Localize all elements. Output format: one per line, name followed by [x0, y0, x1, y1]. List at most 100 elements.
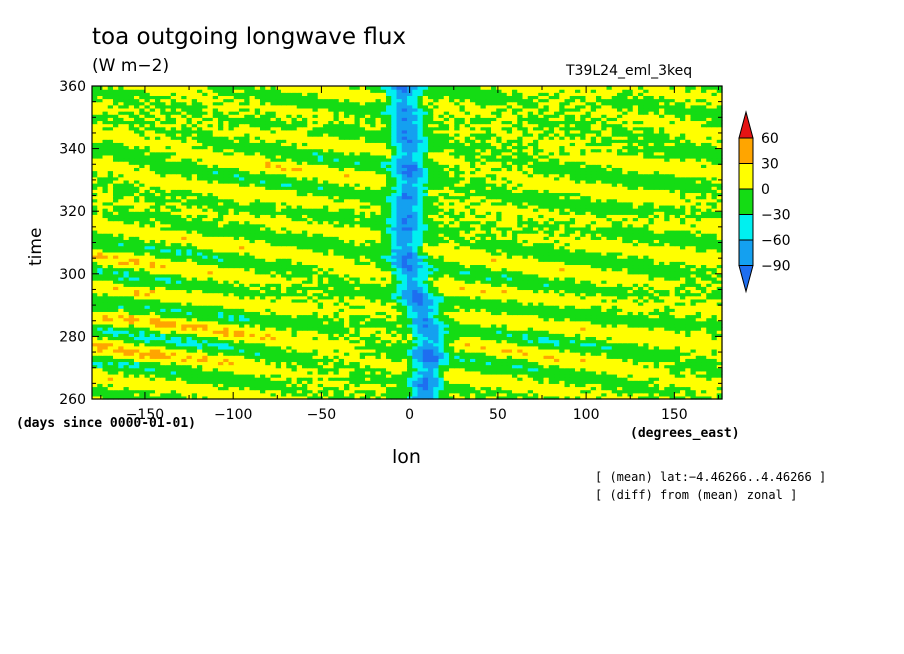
heatmap-cell — [711, 383, 718, 388]
heatmap-cell — [118, 355, 125, 359]
heatmap-cell — [186, 352, 193, 356]
heatmap-cell — [244, 367, 251, 372]
heatmap-cell — [128, 352, 135, 356]
heatmap-cell — [506, 373, 513, 378]
heatmap-cell — [286, 361, 293, 366]
heatmap-cell — [254, 395, 261, 400]
heatmap-cell — [391, 364, 398, 369]
heatmap-cell — [181, 389, 188, 394]
heatmap-cell — [496, 370, 503, 375]
heatmap-cell — [170, 389, 177, 394]
heatmap-cell — [165, 358, 172, 363]
heatmap-cell — [228, 355, 235, 359]
heatmap-cell — [102, 358, 109, 363]
heatmap-cell — [690, 358, 697, 363]
heatmap-cell — [554, 377, 560, 381]
heatmap-cell — [317, 352, 324, 356]
heatmap-cell — [223, 370, 230, 375]
heatmap-cell — [585, 348, 592, 353]
heatmap-cell — [512, 389, 518, 394]
heatmap-cell — [669, 364, 676, 369]
heatmap-cell — [281, 348, 287, 353]
heatmap-cell — [428, 361, 434, 366]
heatmap-cell — [317, 358, 324, 363]
heatmap-cell — [433, 395, 440, 400]
heatmap-cell — [270, 389, 277, 394]
heatmap-cell — [417, 377, 424, 381]
heatmap-cell — [643, 386, 650, 391]
heatmap-cell — [580, 380, 587, 384]
heatmap-cell — [149, 386, 156, 391]
heatmap-cell — [695, 389, 702, 394]
heatmap-cell — [606, 392, 613, 397]
heatmap-cell — [485, 392, 492, 397]
heatmap-cell — [669, 355, 676, 359]
heatmap-cell — [638, 395, 644, 400]
heatmap-cell — [590, 395, 597, 400]
heatmap-cell — [622, 377, 629, 381]
heatmap-cell — [144, 364, 151, 369]
heatmap-cell — [449, 370, 455, 375]
heatmap-cell — [611, 348, 618, 353]
heatmap-cell — [659, 392, 665, 397]
heatmap-cell — [281, 386, 287, 391]
heatmap-cell — [165, 367, 172, 372]
heatmap-cell — [680, 348, 686, 353]
heatmap-cell — [134, 370, 140, 375]
heatmap-cell — [632, 373, 639, 378]
heatmap-cell — [701, 380, 707, 384]
heatmap-cell — [317, 373, 324, 378]
heatmap-cell — [197, 389, 203, 394]
heatmap-cell — [302, 367, 308, 372]
heatmap-cell — [275, 389, 282, 394]
heatmap-cell — [496, 355, 503, 359]
heatmap-cell — [559, 364, 566, 369]
heatmap-cell — [212, 386, 219, 391]
heatmap-cell — [212, 380, 219, 384]
heatmap-cell — [464, 377, 471, 381]
heatmap-cell — [575, 380, 581, 384]
heatmap-cell — [569, 352, 576, 356]
heatmap-cell — [291, 383, 298, 388]
heatmap-cell — [107, 367, 114, 372]
heatmap-cell — [596, 352, 602, 356]
heatmap-cell — [601, 367, 608, 372]
heatmap-cell — [706, 383, 713, 388]
heatmap-cell — [160, 377, 167, 381]
heatmap-cell — [223, 361, 230, 366]
heatmap-cell — [475, 348, 482, 353]
heatmap-cell — [412, 367, 419, 372]
heatmap-cell — [664, 383, 671, 388]
heatmap-cell — [176, 377, 182, 381]
heatmap-cell — [380, 380, 387, 384]
heatmap-cell — [228, 380, 235, 384]
heatmap-cell — [606, 348, 613, 353]
heatmap-cell — [202, 392, 209, 397]
heatmap-cell — [317, 367, 324, 372]
heatmap-cell — [365, 386, 371, 391]
heatmap-cell — [653, 389, 660, 394]
heatmap-cell — [312, 373, 319, 378]
heatmap-cell — [506, 377, 513, 381]
heatmap-cell — [396, 389, 403, 394]
heatmap-cell — [239, 370, 245, 375]
heatmap-cell — [296, 352, 303, 356]
heatmap-cell — [202, 361, 209, 366]
heatmap-cell — [176, 386, 182, 391]
heatmap-cell — [134, 389, 140, 394]
heatmap-cell — [333, 389, 340, 394]
heatmap-cell — [506, 386, 513, 391]
heatmap-cell — [92, 348, 98, 353]
heatmap-cell — [370, 395, 377, 400]
heatmap-cell — [344, 370, 350, 375]
heatmap-cell — [606, 358, 613, 363]
heatmap-cell — [323, 355, 329, 359]
heatmap-cell — [564, 361, 571, 366]
heatmap-cell — [643, 348, 650, 353]
heatmap-cell — [97, 383, 104, 388]
heatmap-cell — [333, 383, 340, 388]
heatmap-cell — [538, 352, 545, 356]
heatmap-cell — [417, 370, 424, 375]
heatmap-cell — [638, 383, 644, 388]
heatmap-cell — [359, 370, 366, 375]
